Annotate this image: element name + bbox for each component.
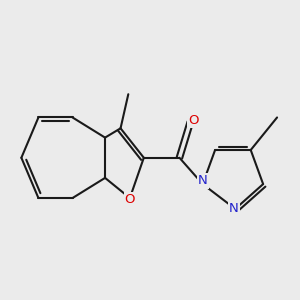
Text: N: N xyxy=(229,202,238,215)
Text: O: O xyxy=(124,193,135,206)
Text: N: N xyxy=(198,175,208,188)
Text: O: O xyxy=(188,114,199,127)
